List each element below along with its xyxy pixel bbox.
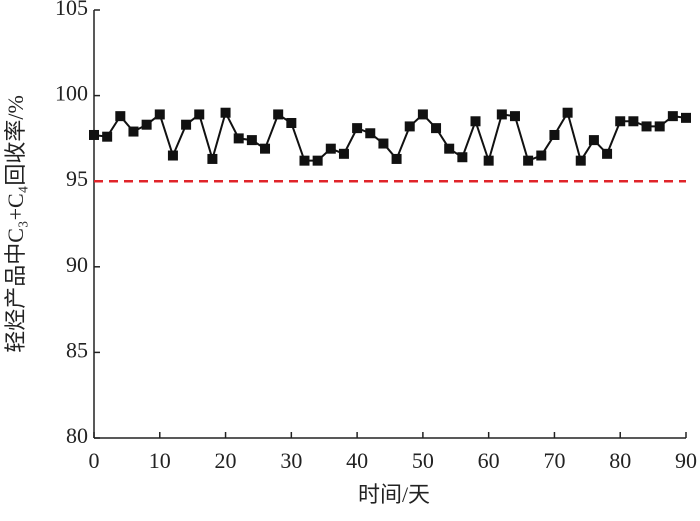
x-tick-label: 40 <box>346 448 368 473</box>
marker <box>417 109 428 120</box>
marker <box>207 153 218 164</box>
x-tick-label: 60 <box>478 448 500 473</box>
marker <box>181 119 192 130</box>
y-tick-label: 100 <box>55 81 88 106</box>
marker <box>273 109 284 120</box>
x-axis-label: 时间/天 <box>358 482 430 507</box>
x-tick-label: 80 <box>609 448 631 473</box>
marker <box>141 119 152 130</box>
y-tick-label: 95 <box>66 166 88 191</box>
marker <box>496 109 507 120</box>
marker <box>549 129 560 140</box>
marker <box>115 111 126 122</box>
marker <box>312 155 323 166</box>
marker <box>602 148 613 159</box>
marker <box>378 138 389 149</box>
marker <box>260 143 271 154</box>
y-tick-label: 90 <box>66 252 88 277</box>
marker <box>299 155 310 166</box>
marker <box>338 148 349 159</box>
marker <box>654 121 665 132</box>
line <box>93 110 687 165</box>
x-tick-label: 50 <box>412 448 434 473</box>
marker <box>194 109 205 120</box>
y-axis-label: 轻烃产品中C₃+C₄回收率/% <box>3 95 28 353</box>
marker <box>325 143 336 154</box>
marker <box>431 123 442 134</box>
marker <box>470 116 481 127</box>
marker <box>483 155 494 166</box>
marker <box>641 121 652 132</box>
y-tick-label: 85 <box>66 337 88 362</box>
marker <box>89 129 99 140</box>
marker <box>233 133 244 144</box>
y-tick-label: 80 <box>66 423 88 448</box>
marker <box>404 121 415 132</box>
x-tick-label: 0 <box>89 448 100 473</box>
marker <box>167 150 178 161</box>
marker <box>575 155 586 166</box>
marker <box>667 111 678 122</box>
marker <box>352 123 363 134</box>
marker <box>391 153 402 164</box>
marker <box>128 126 139 137</box>
marker <box>444 143 455 154</box>
y-tick-label: 105 <box>55 0 88 20</box>
marker <box>102 131 113 142</box>
x-tick-label: 30 <box>280 448 302 473</box>
marker <box>562 107 573 118</box>
marker <box>628 116 639 127</box>
marker <box>246 135 257 146</box>
marker <box>588 135 599 146</box>
marker <box>220 107 231 118</box>
marker <box>365 128 376 139</box>
x-tick-label: 20 <box>215 448 237 473</box>
marker <box>457 152 468 163</box>
marker <box>536 150 547 161</box>
marker <box>523 155 534 166</box>
marker <box>509 111 520 122</box>
marker <box>615 116 626 127</box>
x-tick-label: 70 <box>543 448 565 473</box>
marker <box>154 109 165 120</box>
marker <box>681 112 691 123</box>
marker <box>286 117 297 128</box>
x-tick-label: 90 <box>675 448 697 473</box>
x-tick-label: 10 <box>149 448 171 473</box>
